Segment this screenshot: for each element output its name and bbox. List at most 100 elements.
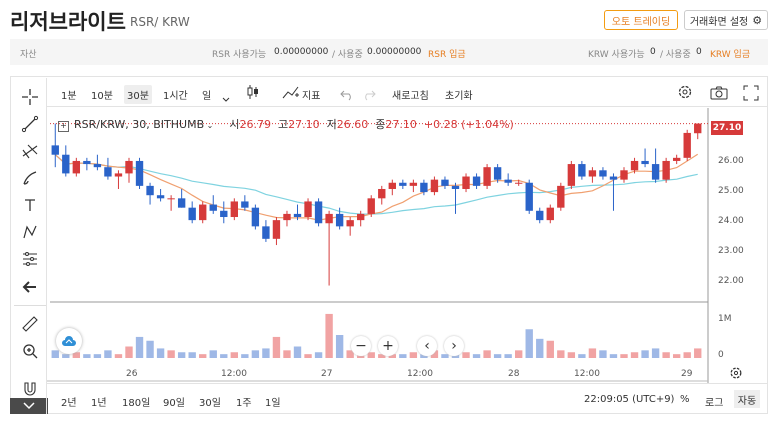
chart-grid bbox=[47, 108, 709, 383]
candle bbox=[220, 201, 228, 224]
range-1y[interactable]: 1년 bbox=[91, 398, 107, 409]
candle bbox=[483, 164, 491, 189]
candle bbox=[283, 210, 291, 227]
interval-dropdown-icon[interactable] bbox=[222, 88, 230, 107]
log-scale-button[interactable]: 로그 bbox=[705, 398, 724, 409]
candle-body bbox=[51, 145, 59, 155]
candle bbox=[472, 173, 481, 189]
range-2y[interactable]: 2년 bbox=[61, 398, 77, 409]
candle-body bbox=[420, 182, 428, 193]
interval-day[interactable]: 일 bbox=[202, 91, 212, 102]
range-180d[interactable]: 180일 bbox=[122, 398, 151, 409]
indicator-button[interactable]: 지표 bbox=[302, 91, 321, 102]
interval-1m[interactable]: 1분 bbox=[61, 91, 77, 102]
candle-body bbox=[578, 164, 586, 177]
candle-body bbox=[241, 201, 249, 208]
fullscreen-icon[interactable] bbox=[743, 85, 759, 105]
candle-body bbox=[304, 201, 312, 218]
candle bbox=[493, 164, 502, 183]
candle bbox=[609, 173, 618, 211]
volume-bar bbox=[220, 354, 228, 358]
volume-bar bbox=[262, 348, 270, 358]
candle bbox=[409, 179, 418, 193]
pattern-icon[interactable] bbox=[19, 221, 41, 243]
range-1w[interactable]: 1주 bbox=[236, 398, 252, 409]
range-30d[interactable]: 30일 bbox=[199, 398, 221, 409]
price-axis-label: 22.00 bbox=[718, 276, 744, 286]
auto-scale-button[interactable]: 자동 bbox=[734, 390, 760, 408]
scroll-right-button[interactable]: › bbox=[444, 336, 464, 356]
legend-collapse-icon[interactable]: + bbox=[58, 121, 69, 132]
back-arrow-icon[interactable] bbox=[19, 276, 41, 298]
candle-body bbox=[483, 167, 491, 186]
candle-body bbox=[314, 201, 323, 224]
refresh-button[interactable]: 새로고침 bbox=[392, 91, 429, 102]
candle bbox=[146, 182, 154, 205]
volume-bar bbox=[672, 354, 681, 358]
zoom-in-button[interactable]: + bbox=[378, 336, 398, 356]
volume-bar bbox=[462, 352, 470, 358]
scroll-left-button[interactable]: ‹ bbox=[417, 336, 437, 356]
brush-icon[interactable] bbox=[19, 167, 41, 189]
candle-body bbox=[167, 198, 175, 200]
candle bbox=[346, 217, 354, 236]
collapse-toolbar-button[interactable] bbox=[10, 398, 48, 414]
cloud-icon[interactable] bbox=[56, 328, 82, 354]
interval-10m[interactable]: 10분 bbox=[91, 91, 113, 102]
tool-divider bbox=[14, 305, 46, 306]
legend-high-label: 고 bbox=[278, 118, 289, 131]
krw-deposit-link[interactable]: KRW 입금 bbox=[710, 50, 751, 60]
redo-icon[interactable] bbox=[362, 86, 376, 105]
candle bbox=[199, 201, 207, 224]
ruler-icon[interactable] bbox=[19, 313, 41, 335]
rsr-deposit-link[interactable]: RSR 입금 bbox=[428, 50, 466, 60]
candle-body bbox=[694, 123, 702, 134]
page-title: 리저브라이트 bbox=[10, 10, 126, 34]
price-axis-label: 25.00 bbox=[718, 186, 744, 196]
reset-button[interactable]: 초기화 bbox=[445, 91, 473, 102]
gear-icon[interactable] bbox=[729, 365, 743, 384]
gear-icon[interactable] bbox=[677, 84, 693, 104]
candle-body bbox=[209, 204, 217, 211]
candle-body bbox=[651, 164, 660, 180]
zoom-in-icon[interactable] bbox=[19, 340, 41, 362]
indicator-icon[interactable] bbox=[282, 85, 300, 104]
candle-type-icon[interactable] bbox=[246, 84, 260, 104]
legend-symbol-dropdown-icon[interactable]: ⌄ bbox=[204, 121, 214, 130]
camera-icon[interactable] bbox=[710, 85, 728, 104]
auto-trading-button[interactable]: 오토 트레이딩 bbox=[604, 10, 678, 30]
time-axis-label: 12:00 bbox=[407, 369, 433, 379]
candle bbox=[272, 217, 281, 246]
candle bbox=[399, 179, 407, 189]
candle-body bbox=[641, 160, 649, 165]
interval-1h[interactable]: 1시간 bbox=[163, 91, 188, 102]
candle-body bbox=[609, 176, 618, 180]
screen-settings-button[interactable]: 거래화면 설정 ⚙ bbox=[684, 10, 768, 30]
text-icon[interactable] bbox=[19, 194, 41, 216]
range-1d[interactable]: 1일 bbox=[265, 398, 281, 409]
measure-icon[interactable] bbox=[19, 248, 41, 270]
candle bbox=[599, 167, 607, 180]
undo-icon[interactable] bbox=[340, 86, 354, 105]
candle bbox=[514, 179, 523, 186]
volume-bar bbox=[378, 354, 386, 358]
interval-30m[interactable]: 30분 bbox=[124, 85, 152, 104]
candle-body bbox=[72, 160, 81, 174]
legend-symbol[interactable]: RSR/KRW, 30, BITHUMB bbox=[74, 118, 205, 131]
krw-in-use-value: 0 bbox=[696, 47, 702, 57]
chart-legend: + RSR/KRW, 30, BITHUMB ⌄ 시26.79 고27.10 저26… bbox=[58, 116, 514, 132]
range-90d[interactable]: 90일 bbox=[163, 398, 185, 409]
candle-body bbox=[525, 182, 533, 211]
time-axis-label: 12:00 bbox=[574, 369, 600, 379]
krw-in-use-label: / 사용중 bbox=[660, 50, 691, 60]
volume-bar bbox=[567, 352, 576, 358]
magnet-icon[interactable] bbox=[19, 378, 41, 400]
crosshair-icon[interactable] bbox=[19, 86, 41, 108]
volume-bar bbox=[93, 354, 102, 358]
candle-body bbox=[620, 170, 628, 180]
trendline-icon[interactable] bbox=[19, 113, 41, 135]
percent-scale-button[interactable]: % bbox=[680, 394, 690, 405]
zoom-out-button[interactable]: − bbox=[351, 336, 371, 356]
fib-icon[interactable] bbox=[19, 140, 41, 162]
